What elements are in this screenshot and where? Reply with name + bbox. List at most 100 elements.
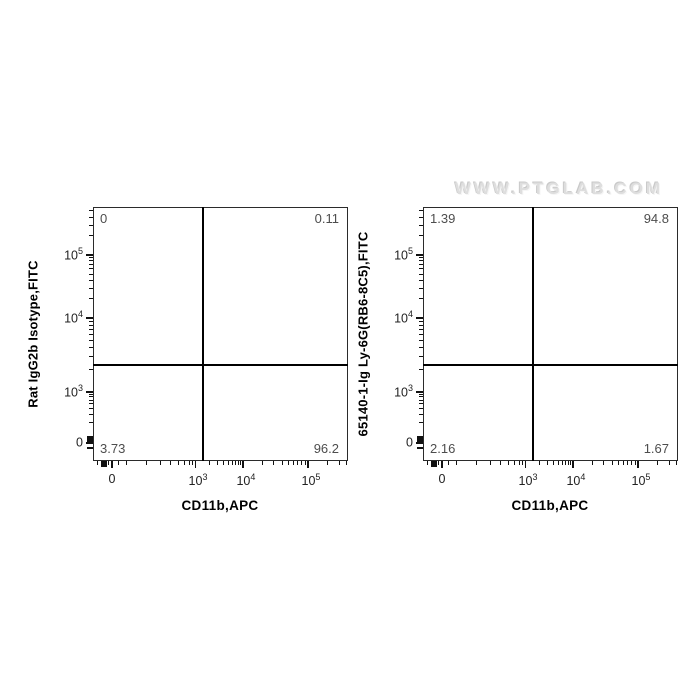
quadrant-gate-horizontal-left xyxy=(93,363,348,366)
y-minor-tick xyxy=(89,257,93,259)
x-minor-tick xyxy=(183,461,185,465)
x-minor-tick xyxy=(513,461,515,465)
y-minor-tick xyxy=(89,396,93,398)
y-minor-tick xyxy=(89,279,93,281)
x-minor-tick xyxy=(565,461,567,465)
x-minor-tick xyxy=(521,461,523,465)
x-minor-tick xyxy=(592,461,594,465)
y-minor-tick xyxy=(89,273,93,275)
x-minor-tick xyxy=(208,461,210,465)
x-tick-label: 105 xyxy=(301,472,321,489)
y-minor-tick xyxy=(417,435,423,439)
y-axis-title-isotype: Rat IgG2b Isotype,FITC xyxy=(25,260,41,408)
x-minor-tick xyxy=(518,461,520,465)
x-minor-tick xyxy=(327,461,329,465)
y-minor-tick xyxy=(419,399,423,401)
y-major-tick xyxy=(86,317,93,319)
x-minor-tick xyxy=(287,461,289,465)
y-minor-tick xyxy=(419,298,423,300)
y-minor-tick xyxy=(419,257,423,259)
x-minor-tick xyxy=(240,461,242,465)
y-minor-tick xyxy=(89,224,93,226)
y-minor-tick xyxy=(89,369,93,371)
x-tick-label: 0 xyxy=(108,472,116,486)
y-minor-tick xyxy=(419,328,423,330)
y-minor-tick xyxy=(89,356,93,358)
y-minor-tick xyxy=(419,369,423,371)
x-minor-tick xyxy=(627,461,629,465)
x-minor-tick xyxy=(490,461,492,465)
x-minor-tick xyxy=(611,461,613,465)
y-minor-tick xyxy=(419,287,423,289)
x-minor-tick xyxy=(108,461,110,465)
plot-border-right xyxy=(423,207,678,461)
x-minor-tick xyxy=(448,461,449,465)
quadrant-label-bottom-right: 96.2 xyxy=(313,441,339,456)
y-minor-tick xyxy=(89,407,93,409)
y-minor-tick xyxy=(417,447,423,450)
y-minor-tick xyxy=(89,298,93,300)
y-minor-tick xyxy=(419,407,423,409)
x-minor-tick xyxy=(235,461,237,465)
x-major-tick xyxy=(242,461,244,468)
x-major-tick xyxy=(111,461,113,468)
x-minor-tick xyxy=(538,461,540,465)
x-minor-tick xyxy=(217,461,219,465)
x-minor-tick xyxy=(570,461,572,465)
y-minor-tick xyxy=(87,439,93,444)
x-minor-tick xyxy=(97,461,99,465)
x-minor-tick xyxy=(301,461,303,465)
x-minor-tick xyxy=(455,461,457,465)
x-minor-tick xyxy=(293,461,295,465)
y-minor-tick xyxy=(419,320,423,322)
x-major-tick xyxy=(441,461,443,468)
y-minor-tick xyxy=(89,320,93,322)
x-major-tick xyxy=(524,461,526,468)
x-tick-label: 104 xyxy=(236,472,256,489)
y-major-tick xyxy=(416,391,423,393)
x-minor-tick xyxy=(338,461,340,465)
plot-border-left xyxy=(93,207,348,461)
x-minor-tick xyxy=(603,461,605,465)
x-tick-label: 105 xyxy=(631,472,651,489)
x-minor-tick xyxy=(223,461,225,465)
x-tick-label: 0 xyxy=(438,472,446,486)
x-minor-tick xyxy=(105,461,108,467)
x-major-tick xyxy=(637,461,639,468)
x-minor-tick xyxy=(160,461,162,465)
quadrant-label-top-right: 0.11 xyxy=(314,211,339,226)
x-minor-tick xyxy=(297,461,299,465)
plot-isotype-control: 0 0.11 3.73 96.2 0 103 104 105 105 104 103 0 xyxy=(64,207,348,488)
x-major-tick xyxy=(572,461,574,468)
y-minor-tick xyxy=(89,403,93,405)
y-minor-tick xyxy=(419,273,423,275)
y-minor-tick xyxy=(89,324,93,326)
x-minor-tick xyxy=(567,461,569,465)
y-minor-tick xyxy=(89,328,93,330)
x-minor-tick xyxy=(237,461,239,465)
x-major-tick xyxy=(194,461,196,468)
y-minor-tick xyxy=(89,421,93,423)
x-minor-tick xyxy=(476,461,478,465)
y-minor-tick xyxy=(89,235,93,237)
y-axis-title-ly6g: 65140-1-Ig Ly-6G(RB6-8C5),FITC xyxy=(355,231,371,437)
y-minor-tick xyxy=(419,334,423,335)
y-tick-label: 105 xyxy=(64,246,83,263)
x-minor-tick xyxy=(427,461,429,465)
x-major-tick xyxy=(307,461,309,468)
y-minor-tick xyxy=(419,339,423,341)
y-minor-tick xyxy=(87,435,93,439)
y-tick-label: 104 xyxy=(394,309,413,326)
y-minor-tick xyxy=(89,399,93,401)
y-major-tick xyxy=(416,317,423,319)
quadrant-label-top-right: 94.8 xyxy=(643,211,669,226)
y-tick-label: 103 xyxy=(394,383,413,400)
x-minor-tick xyxy=(188,461,190,465)
x-minor-tick xyxy=(304,461,306,465)
x-minor-tick xyxy=(191,461,193,465)
x-minor-tick xyxy=(561,461,563,465)
y-minor-tick xyxy=(89,287,93,289)
x-minor-tick xyxy=(500,461,502,465)
y-minor-tick xyxy=(419,224,423,226)
